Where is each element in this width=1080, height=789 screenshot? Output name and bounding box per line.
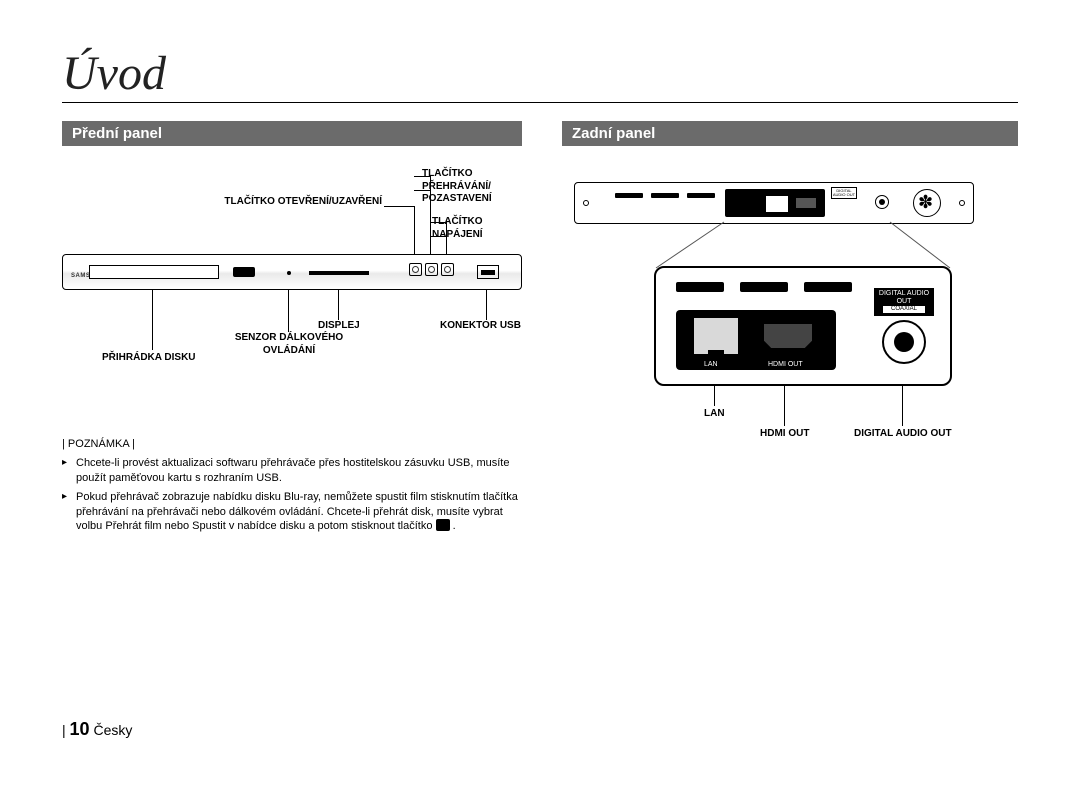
hdmi-port-label: HDMI OUT: [768, 361, 803, 368]
hdmi-port-icon: [764, 324, 812, 348]
leader: [486, 290, 487, 320]
label-open-close: TLAČÍTKO OTEVŘENÍ/UZAVŘENÍ: [222, 196, 382, 209]
lan-port-icon: [694, 318, 738, 354]
remote-sensor-icon: [287, 271, 291, 275]
port-cluster-big: LAN HDMI OUT: [676, 310, 836, 370]
display-icon: [309, 271, 369, 275]
port-cluster-icon: [725, 189, 825, 217]
label-lan: LAN: [704, 408, 725, 421]
note-item: Pokud přehrávač zobrazuje nabídku disku …: [62, 490, 522, 535]
label-remote-sensor: SENZOR DÁLKOVÉHO OVLÁDÁNÍ: [234, 332, 344, 357]
note-text: Chcete-li provést aktualizaci softwaru p…: [76, 457, 509, 484]
leader: [430, 236, 446, 237]
front-device-body: SAMSUNG: [62, 254, 522, 290]
label-usb: KONEKTOR USB: [440, 320, 521, 333]
leader: [152, 290, 153, 350]
label-hdmi-out: HDMI OUT: [760, 428, 809, 441]
label-disc-tray: PŘIHRÁDKA DISKU: [102, 352, 196, 365]
coax-port-icon: [882, 320, 926, 364]
open-close-button-icon: [409, 263, 422, 276]
label-power: TLAČÍTKO NAPÁJENÍ: [432, 216, 512, 241]
front-panel-diagram: TLAČÍTKO OTEVŘENÍ/UZAVŘENÍ TLAČÍTKO PŘEH…: [62, 162, 522, 422]
enter-button-icon: [436, 519, 450, 531]
usb-port-icon: [477, 265, 499, 279]
coax-port-group: DIGITAL AUDIO OUT COAXIAL: [874, 288, 934, 370]
leader: [384, 206, 414, 207]
manual-page: Úvod Přední panel TLAČÍTKO OTEVŘENÍ/UZAV…: [62, 50, 1018, 740]
leader: [430, 176, 431, 260]
vent-slots-big-icon: [676, 282, 852, 292]
leader: [288, 290, 289, 332]
note-text-tail: .: [450, 520, 456, 532]
page-number: 10: [70, 719, 90, 739]
coax-tag: DIGITAL AUDIO OUT COAXIAL: [874, 288, 934, 316]
coax-port-small-icon: [875, 195, 889, 209]
leader: [414, 206, 415, 260]
front-panel-heading: Přední panel: [62, 121, 522, 146]
leader: [430, 222, 446, 223]
coax-subtag: COAXIAL: [882, 305, 926, 314]
rear-panel-diagram: DIGITALAUDIO OUT: [562, 162, 1018, 482]
lan-port-small-icon: [766, 196, 788, 212]
columns: Přední panel TLAČÍTKO OTEVŘENÍ/UZAVŘENÍ …: [62, 121, 1018, 538]
page-title: Úvod: [62, 50, 1018, 103]
page-language: Česky: [93, 722, 132, 738]
notes-block: POZNÁMKA Chcete-li provést aktualizaci s…: [62, 438, 522, 534]
page-footer: 10 Česky: [62, 719, 132, 740]
fan-vent-icon: [913, 189, 941, 217]
power-button-icon: [441, 263, 454, 276]
label-display: DISPLEJ: [318, 320, 360, 333]
3d-badge-icon: [233, 267, 255, 277]
front-panel-column: Přední panel TLAČÍTKO OTEVŘENÍ/UZAVŘENÍ …: [62, 121, 522, 538]
hdmi-port-small-icon: [796, 198, 816, 208]
label-play-pause: TLAČÍTKO PŘEHRÁVÁNÍ/ POZASTAVENÍ: [422, 168, 522, 206]
screw-hole-icon: [959, 200, 965, 206]
disc-tray-icon: [89, 265, 219, 279]
rear-device-zoom: LAN HDMI OUT DIGITAL AUDIO OUT COAXIAL: [654, 266, 952, 386]
leader: [414, 190, 430, 191]
leader: [338, 290, 339, 320]
vent-slots-icon: [615, 193, 715, 198]
leader: [784, 386, 785, 426]
note-item: Chcete-li provést aktualizaci softwaru p…: [62, 456, 522, 486]
audio-out-tag-small: DIGITALAUDIO OUT: [831, 187, 857, 199]
rear-panel-column: Zadní panel DIGITALAUDIO OUT: [562, 121, 1018, 538]
lan-port-label: LAN: [704, 361, 718, 368]
leader: [414, 176, 430, 177]
leader: [902, 386, 903, 426]
label-digital-audio-out: DIGITAL AUDIO OUT: [854, 428, 952, 441]
rear-device-small: DIGITALAUDIO OUT: [574, 182, 974, 224]
leader: [714, 386, 715, 406]
screw-hole-icon: [583, 200, 589, 206]
coax-tag-text: DIGITAL AUDIO OUT: [879, 290, 929, 305]
note-label: POZNÁMKA: [62, 438, 522, 450]
play-pause-button-icon: [425, 263, 438, 276]
rear-panel-heading: Zadní panel: [562, 121, 1018, 146]
